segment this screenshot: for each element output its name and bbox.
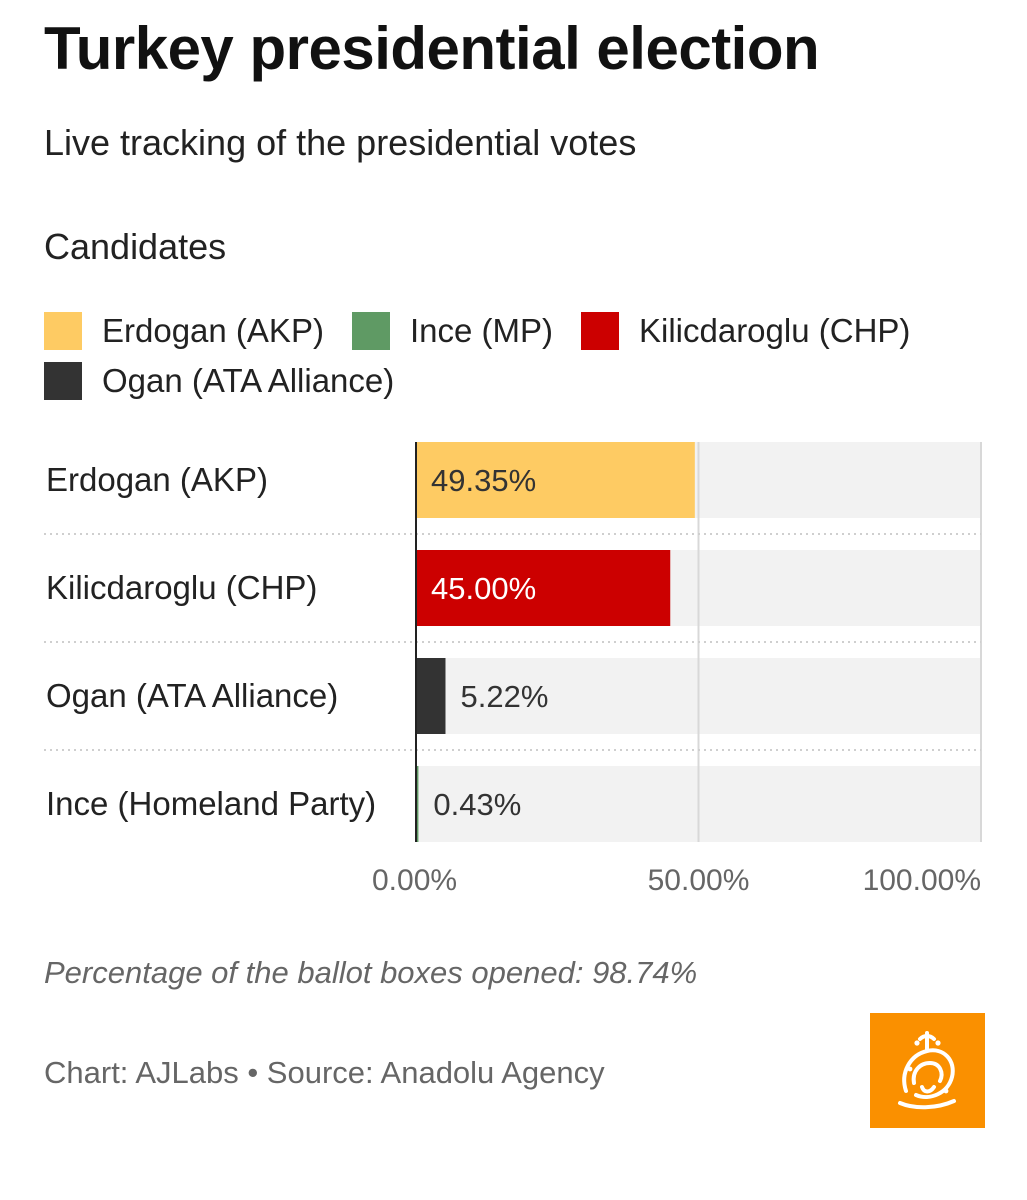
legend-item-ince: Ince (MP) xyxy=(351,312,553,350)
legend-item-erdogan: Erdogan (AKP) xyxy=(44,312,324,350)
bar-2 xyxy=(416,658,446,734)
chart-subtitle: Live tracking of the presidential votes xyxy=(44,122,637,163)
legend-label-ogan: Ogan (ATA Alliance) xyxy=(102,362,395,399)
legend-swatch-ince xyxy=(351,312,390,350)
x-tick-label-0: 0.00% xyxy=(372,864,457,897)
legend-label-kilicdaroglu: Kilicdaroglu (CHP) xyxy=(638,312,911,349)
bar-1 xyxy=(416,550,671,626)
legend-title: Candidates xyxy=(44,226,227,267)
legend-item-ogan: Ogan (ATA Alliance) xyxy=(44,362,394,400)
legend-label-erdogan: Erdogan (AKP) xyxy=(102,312,324,349)
legend-swatch-erdogan xyxy=(44,312,82,350)
legend-swatch-kilicdaroglu xyxy=(580,312,619,350)
al-jazeera-logo xyxy=(870,1013,985,1128)
legend-label-ince: Ince (MP) xyxy=(409,312,553,349)
x-tick-label-2: 100.00% xyxy=(863,864,981,897)
value-label-2: 5.22% xyxy=(460,679,548,714)
ballot-note: Percentage of the ballot boxes opened: 9… xyxy=(44,955,698,990)
bar-chart: Erdogan (AKP) 49.35% Kilicdaroglu (CHP) 45.… xyxy=(44,442,982,897)
value-label-3: 0.43% xyxy=(433,787,521,822)
row-label-2: Ogan (ATA Alliance) xyxy=(46,677,338,714)
row-label-3: Ince (Homeland Party) xyxy=(46,785,376,822)
legend: Erdogan (AKP) Ince (MP) Kilicdaroglu (CH… xyxy=(44,306,1004,406)
legend-item-kilicdaroglu: Kilicdaroglu (CHP) xyxy=(580,312,911,350)
al-jazeera-logo-icon xyxy=(898,1031,956,1110)
value-label-0: 49.35% xyxy=(431,463,536,498)
bar-3 xyxy=(416,766,419,842)
x-tick-label-1: 50.00% xyxy=(648,864,750,897)
row-label-1: Kilicdaroglu (CHP) xyxy=(46,569,317,606)
row-label-0: Erdogan (AKP) xyxy=(46,461,268,498)
value-label-1: 45.00% xyxy=(431,571,536,606)
bar-0 xyxy=(416,442,695,518)
source-credit: Chart: AJLabs • Source: Anadolu Agency xyxy=(44,1055,605,1090)
chart-title: Turkey presidential election xyxy=(44,15,820,82)
legend-swatch-ogan xyxy=(44,362,82,400)
